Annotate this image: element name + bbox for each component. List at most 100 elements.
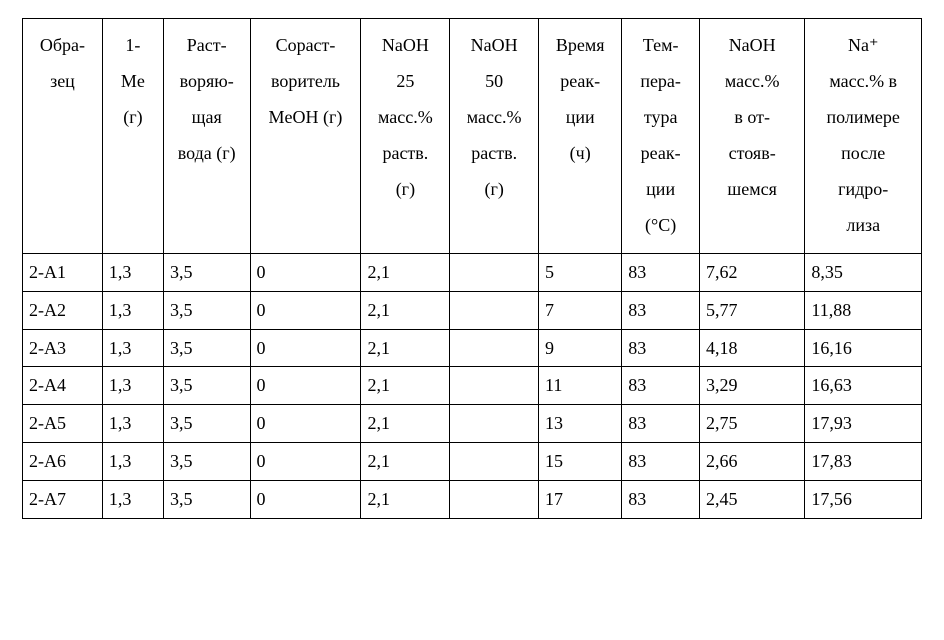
cell-naoh50 xyxy=(450,405,539,443)
cell-meoh: 0 xyxy=(250,329,361,367)
cell-naoh50 xyxy=(450,442,539,480)
cell-naoh_pct: 7,62 xyxy=(699,254,804,292)
cell-sample: 2-A5 xyxy=(23,405,103,443)
col-header-text: в от- xyxy=(702,99,802,135)
col-header-text: (г) xyxy=(452,171,536,207)
col-header-text: (г) xyxy=(105,99,161,135)
cell-temp: 83 xyxy=(622,329,700,367)
col-header-text: ции xyxy=(624,171,697,207)
cell-naoh25: 2,1 xyxy=(361,442,450,480)
cell-naoh50 xyxy=(450,291,539,329)
cell-water: 3,5 xyxy=(163,254,250,292)
cell-meoh: 0 xyxy=(250,442,361,480)
col-header-text: лиза xyxy=(807,207,919,243)
cell-na_plus: 17,83 xyxy=(805,442,922,480)
cell-one_me: 1,3 xyxy=(102,480,163,518)
cell-sample: 2-A3 xyxy=(23,329,103,367)
cell-water: 3,5 xyxy=(163,329,250,367)
cell-one_me: 1,3 xyxy=(102,367,163,405)
cell-sample: 2-A6 xyxy=(23,442,103,480)
cell-water: 3,5 xyxy=(163,405,250,443)
col-header-text: полимере xyxy=(807,99,919,135)
table-row: 2-A61,33,502,115832,6617,83 xyxy=(23,442,922,480)
cell-time: 5 xyxy=(539,254,622,292)
col-header-text: 25 xyxy=(363,63,447,99)
col-header-text: масс.% xyxy=(363,99,447,135)
col-header-naoh_pct: NaOHмасс.%в от-стояв-шемся xyxy=(699,19,804,254)
col-header-text: реак- xyxy=(541,63,619,99)
cell-na_plus: 16,63 xyxy=(805,367,922,405)
col-header-text: Na⁺ xyxy=(807,27,919,63)
col-header-text: (г) xyxy=(363,171,447,207)
cell-water: 3,5 xyxy=(163,367,250,405)
col-header-text: Сораст- xyxy=(253,27,359,63)
table-row: 2-A31,33,502,19834,1816,16 xyxy=(23,329,922,367)
col-header-text: NaOH xyxy=(363,27,447,63)
table-row: 2-A71,33,502,117832,4517,56 xyxy=(23,480,922,518)
col-header-text: ции xyxy=(541,99,619,135)
cell-sample: 2-A4 xyxy=(23,367,103,405)
cell-naoh_pct: 5,77 xyxy=(699,291,804,329)
col-header-text: гидро- xyxy=(807,171,919,207)
col-header-text: Обра- xyxy=(25,27,100,63)
cell-na_plus: 17,93 xyxy=(805,405,922,443)
col-header-text: стояв- xyxy=(702,135,802,171)
cell-meoh: 0 xyxy=(250,480,361,518)
cell-one_me: 1,3 xyxy=(102,405,163,443)
cell-time: 17 xyxy=(539,480,622,518)
col-header-text: вода (г) xyxy=(166,135,248,171)
cell-naoh25: 2,1 xyxy=(361,367,450,405)
cell-naoh25: 2,1 xyxy=(361,291,450,329)
cell-naoh50 xyxy=(450,480,539,518)
cell-naoh_pct: 3,29 xyxy=(699,367,804,405)
col-header-text: MeOH (г) xyxy=(253,99,359,135)
table-head: Обра-зец1-Me(г)Раст-воряю-щаявода (г)Сор… xyxy=(23,19,922,254)
table-row: 2-A21,33,502,17835,7711,88 xyxy=(23,291,922,329)
col-header-naoh25: NaOH25масс.%раств.(г) xyxy=(361,19,450,254)
table-row: 2-A11,33,502,15837,628,35 xyxy=(23,254,922,292)
col-header-text: зец xyxy=(25,63,100,99)
cell-na_plus: 17,56 xyxy=(805,480,922,518)
cell-meoh: 0 xyxy=(250,291,361,329)
cell-water: 3,5 xyxy=(163,480,250,518)
cell-temp: 83 xyxy=(622,405,700,443)
col-header-sample: Обра-зец xyxy=(23,19,103,254)
cell-time: 7 xyxy=(539,291,622,329)
cell-one_me: 1,3 xyxy=(102,442,163,480)
cell-naoh25: 2,1 xyxy=(361,329,450,367)
cell-time: 9 xyxy=(539,329,622,367)
cell-meoh: 0 xyxy=(250,405,361,443)
col-header-one_me: 1-Me(г) xyxy=(102,19,163,254)
col-header-text: масс.% в xyxy=(807,63,919,99)
cell-meoh: 0 xyxy=(250,254,361,292)
document-page: Обра-зец1-Me(г)Раст-воряю-щаявода (г)Сор… xyxy=(0,0,944,539)
cell-temp: 83 xyxy=(622,442,700,480)
col-header-water: Раст-воряю-щаявода (г) xyxy=(163,19,250,254)
cell-temp: 83 xyxy=(622,254,700,292)
cell-naoh_pct: 2,45 xyxy=(699,480,804,518)
cell-sample: 2-A2 xyxy=(23,291,103,329)
table-row: 2-A51,33,502,113832,7517,93 xyxy=(23,405,922,443)
cell-naoh25: 2,1 xyxy=(361,480,450,518)
col-header-text: воритель xyxy=(253,63,359,99)
col-header-text: масс.% xyxy=(452,99,536,135)
col-header-text: Раст- xyxy=(166,27,248,63)
col-header-text: Время xyxy=(541,27,619,63)
col-header-text: пера- xyxy=(624,63,697,99)
col-header-text: реак- xyxy=(624,135,697,171)
cell-na_plus: 11,88 xyxy=(805,291,922,329)
cell-one_me: 1,3 xyxy=(102,291,163,329)
table-body: 2-A11,33,502,15837,628,352-A21,33,502,17… xyxy=(23,254,922,519)
col-header-text: 1- xyxy=(105,27,161,63)
col-header-text: NaOH xyxy=(452,27,536,63)
cell-temp: 83 xyxy=(622,480,700,518)
cell-naoh_pct: 2,75 xyxy=(699,405,804,443)
cell-meoh: 0 xyxy=(250,367,361,405)
col-header-temp: Тем-пера-турареак-ции(°C) xyxy=(622,19,700,254)
col-header-text: щая xyxy=(166,99,248,135)
cell-naoh_pct: 4,18 xyxy=(699,329,804,367)
cell-naoh50 xyxy=(450,367,539,405)
col-header-text: Me xyxy=(105,63,161,99)
cell-time: 15 xyxy=(539,442,622,480)
cell-one_me: 1,3 xyxy=(102,329,163,367)
